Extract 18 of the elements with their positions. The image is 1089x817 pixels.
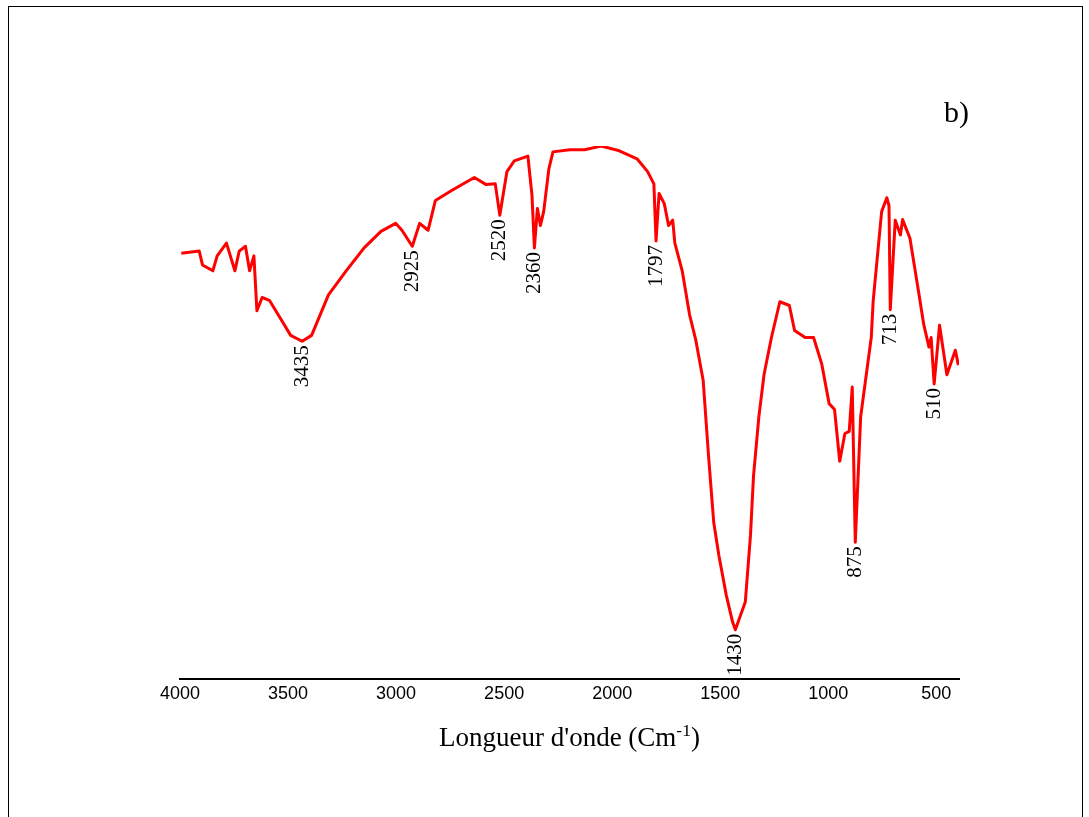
annotation: 3435 bbox=[288, 345, 313, 388]
x-tick-label: 2000 bbox=[592, 683, 633, 704]
annotation: 2360 bbox=[520, 251, 545, 294]
annotation: 713 bbox=[876, 313, 901, 346]
annotation: 510 bbox=[920, 387, 945, 420]
x-tick-label: 1000 bbox=[808, 683, 849, 704]
text: b) bbox=[944, 95, 969, 129]
annotation: 1430 bbox=[721, 633, 746, 676]
x-tick-label: 500 bbox=[921, 683, 952, 704]
x-tick-label: 3500 bbox=[268, 683, 309, 704]
x-tick-label: 2500 bbox=[484, 683, 525, 704]
x-tick-label: 4000 bbox=[159, 683, 201, 704]
annotation: 1797 bbox=[642, 244, 667, 287]
annotation: 2925 bbox=[398, 250, 423, 293]
annotation: 2520 bbox=[486, 219, 511, 262]
x-tick-label: 3000 bbox=[376, 683, 417, 704]
annotation: 875 bbox=[841, 546, 866, 578]
x-tick-label: 1500 bbox=[700, 683, 741, 704]
